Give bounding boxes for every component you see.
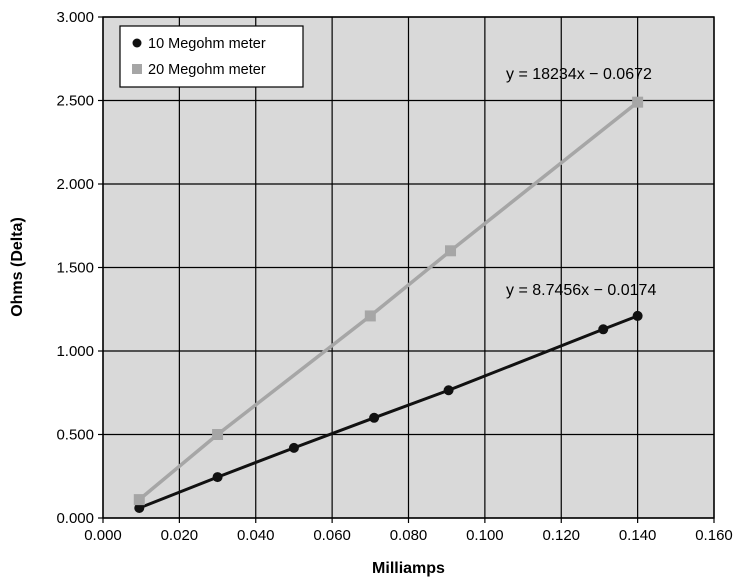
legend-marker-20-megohm bbox=[132, 64, 142, 74]
data-point bbox=[598, 324, 609, 335]
data-point bbox=[443, 385, 454, 396]
trendline-equation-20-megohm: y = 18234x − 0.0672 bbox=[506, 66, 652, 83]
x-tick-label: 0.120 bbox=[542, 527, 580, 544]
legend-marker-10-megohm bbox=[132, 38, 142, 48]
data-point bbox=[445, 245, 457, 257]
x-tick-label: 0.040 bbox=[237, 527, 275, 544]
y-tick-label: 2.000 bbox=[56, 176, 94, 193]
x-tick-label: 0.060 bbox=[313, 527, 351, 544]
x-tick-label: 0.160 bbox=[695, 527, 733, 544]
series-markers bbox=[133, 96, 644, 513]
data-point bbox=[288, 442, 299, 453]
data-point bbox=[134, 502, 145, 513]
y-tick-label: 0.500 bbox=[56, 427, 94, 444]
x-axis-title: Milliamps bbox=[372, 560, 445, 577]
x-tick-label: 0.000 bbox=[84, 527, 122, 544]
legend: 10 Megohm meter 20 Megohm meter bbox=[119, 25, 304, 88]
x-tick-label: 0.020 bbox=[161, 527, 199, 544]
legend-label-20-megohm: 20 Megohm meter bbox=[148, 62, 266, 78]
y-tick-label: 1.500 bbox=[56, 260, 94, 277]
x-tick-label: 0.080 bbox=[390, 527, 428, 544]
trendline-equation-10-megohm: y = 8.7456x − 0.0174 bbox=[506, 282, 656, 299]
data-point bbox=[369, 412, 380, 423]
x-tick-labels: 0.000 0.020 0.040 0.060 0.080 0.100 0.120 0.140… bbox=[84, 527, 733, 544]
plot-border bbox=[102, 16, 715, 519]
data-point bbox=[212, 472, 223, 483]
legend-box bbox=[119, 25, 304, 88]
y-tick-label: 0.000 bbox=[56, 510, 94, 527]
x-tick-label: 0.140 bbox=[619, 527, 657, 544]
data-point bbox=[133, 494, 145, 506]
y-tick-label: 1.000 bbox=[56, 343, 94, 360]
data-point bbox=[364, 310, 376, 322]
y-tick-label: 3.000 bbox=[56, 9, 94, 26]
legend-label-10-megohm: 10 Megohm meter bbox=[148, 36, 266, 52]
y-axis-title: Ohms (Delta) bbox=[9, 217, 26, 317]
data-point bbox=[632, 310, 643, 321]
data-point bbox=[212, 429, 224, 440]
y-tick-label: 2.500 bbox=[56, 93, 94, 110]
y-tick-labels: 0.000 0.500 1.000 1.500 2.000 2.500 3.000 bbox=[56, 9, 94, 527]
x-tick-label: 0.100 bbox=[466, 527, 504, 544]
data-point bbox=[632, 96, 644, 108]
